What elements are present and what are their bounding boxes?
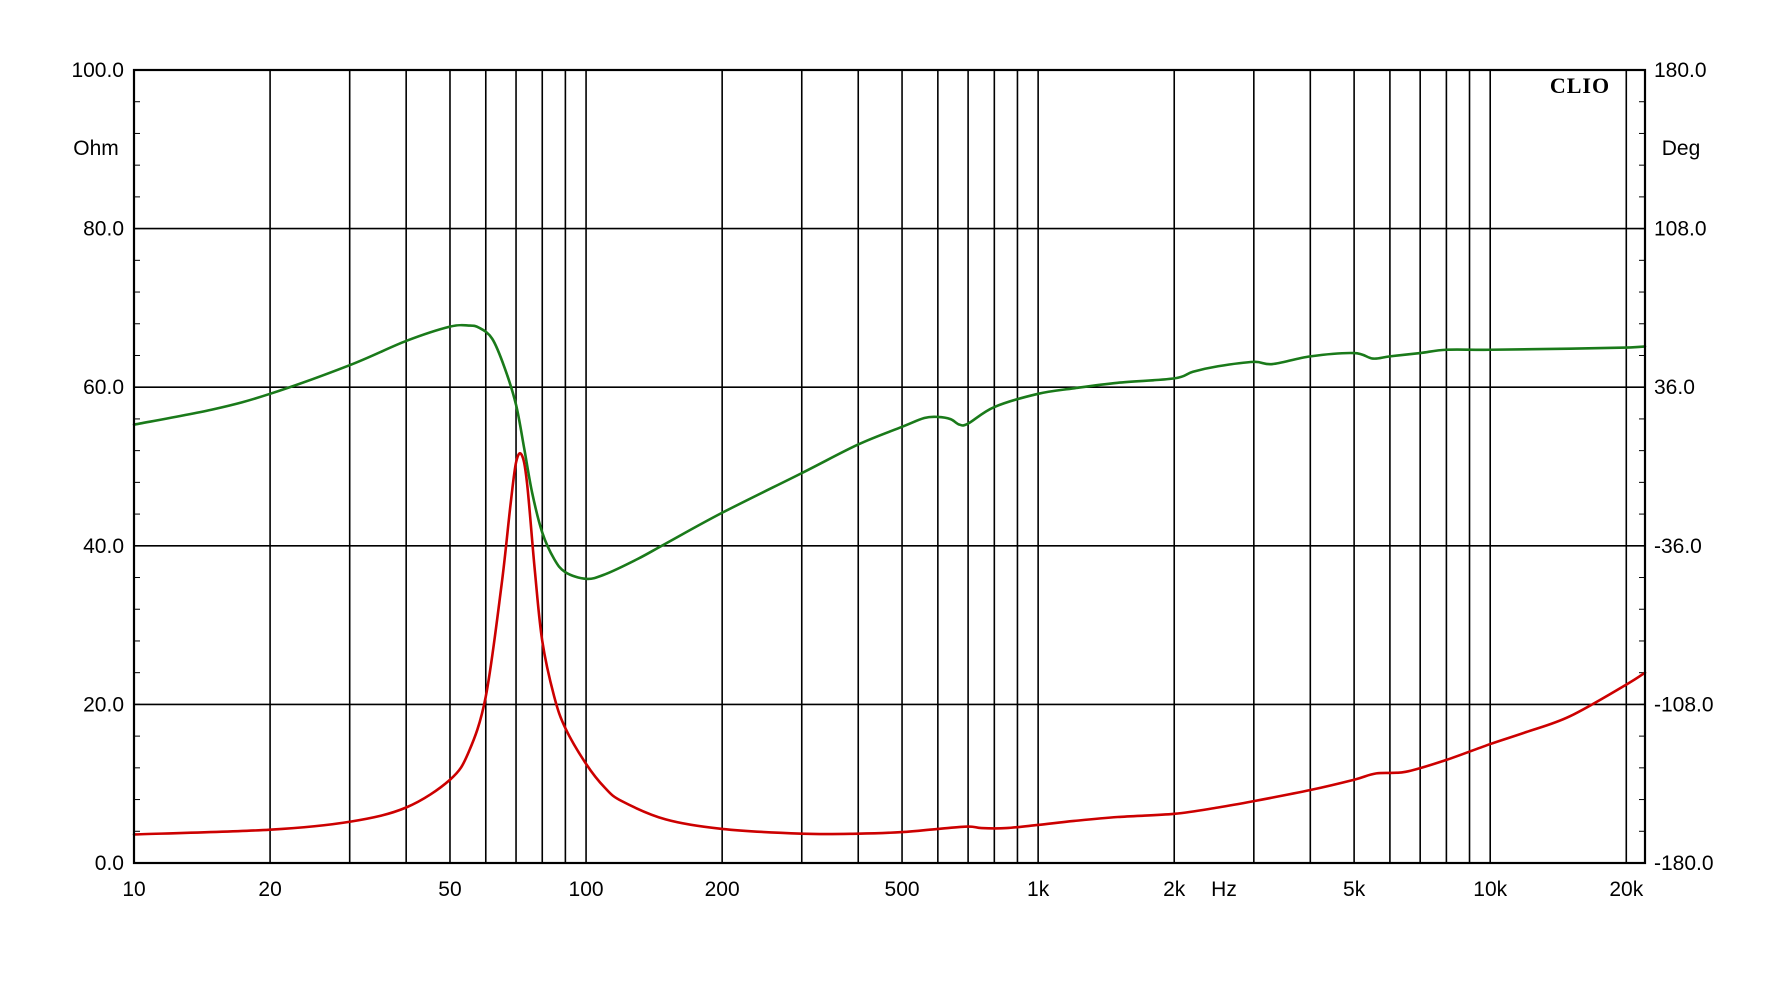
right-tick-label: 180.0 [1654,59,1707,82]
x-tick-label: 100 [569,878,604,901]
x-tick-label: 10k [1473,878,1507,901]
left-tick-label: 80.0 [83,218,124,241]
x-tick-label: 5k [1343,878,1366,901]
left-tick-label: 0.0 [95,852,124,875]
right-tick-label: -36.0 [1654,535,1702,558]
right-tick-label: -180.0 [1654,852,1714,875]
series-layer [132,323,1647,836]
right-axis-unit: Deg [1662,137,1701,160]
x-tick-label: 2k [1163,878,1186,901]
impedance-magnitude-line [132,451,1647,836]
left-tick-label: 100.0 [71,59,124,82]
x-axis-unit: Hz [1211,878,1237,901]
grid-layer [133,69,1645,864]
right-tick-label: 36.0 [1654,376,1695,399]
x-tick-label: 20k [1609,878,1643,901]
x-tick-label: 10 [122,878,145,901]
x-tick-label: 1k [1027,878,1050,901]
left-axis-unit: Ohm [73,137,119,160]
plot-frame [132,68,1647,865]
left-tick-label: 40.0 [83,535,124,558]
label-layer: 10 20 50 100 200 500 1k 2k 5k 10k 20k 0.0 20.0 40.0 60… [71,59,1713,901]
x-tick-label: 50 [438,878,461,901]
right-tick-label: 108.0 [1654,218,1707,241]
impedance-phase-line [132,323,1647,581]
x-tick-label: 200 [705,878,740,901]
right-tick-label: -108.0 [1654,693,1714,716]
x-tick-label: 500 [885,878,920,901]
left-tick-label: 60.0 [83,376,124,399]
x-tick-label: 20 [258,878,281,901]
brand-logo: CLIO [1550,73,1610,98]
left-tick-label: 20.0 [83,693,124,716]
